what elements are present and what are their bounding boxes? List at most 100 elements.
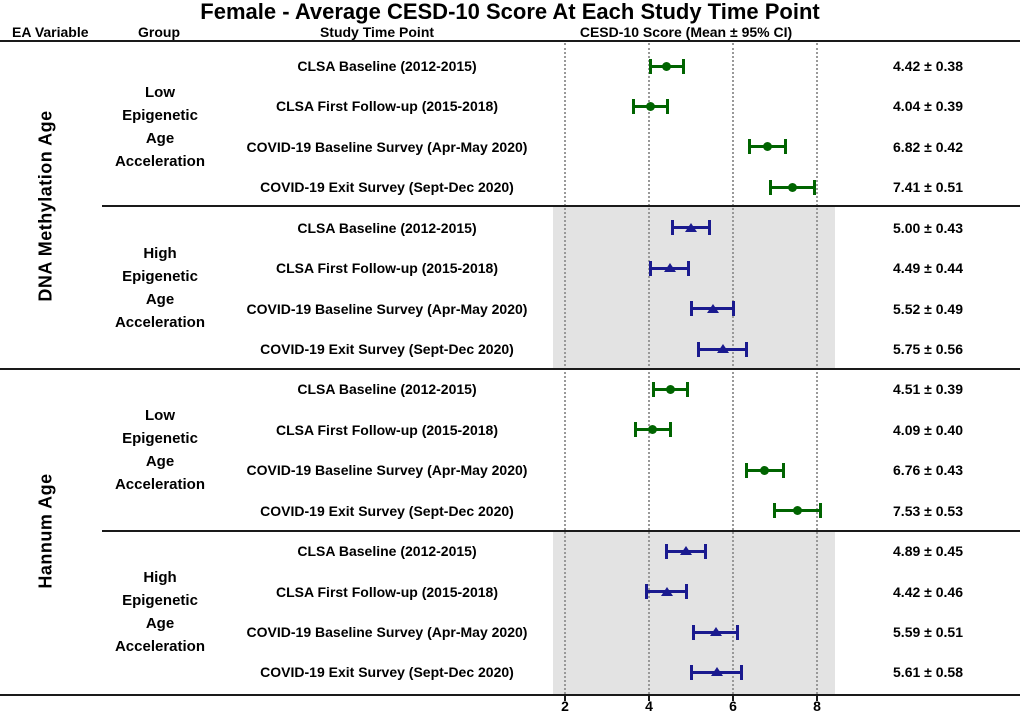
score-value: 6.76 ± 0.43 [893, 462, 963, 478]
time-point-label: COVID-19 Exit Survey (Sept-Dec 2020) [260, 503, 514, 519]
error-bar-cap [668, 422, 672, 438]
time-point-label: COVID-19 Baseline Survey (Apr-May 2020) [246, 624, 528, 640]
mean-marker-circle [787, 182, 797, 192]
error-bar-cap [784, 139, 788, 155]
error-bar-cap [687, 260, 691, 276]
time-point-label: CLSA Baseline (2012-2015) [297, 381, 477, 397]
error-bar-cap [690, 664, 694, 680]
time-point-label: CLSA Baseline (2012-2015) [297, 543, 477, 559]
mean-marker-triangle [685, 222, 697, 232]
error-bar-cap [812, 179, 816, 195]
score-value: 7.53 ± 0.53 [893, 503, 963, 519]
error-bar-cap [818, 503, 822, 519]
group-label-high: High Epigenetic Age Acceleration [114, 245, 206, 331]
score-value: 4.51 ± 0.39 [893, 381, 963, 397]
group-label-high: High Epigenetic Age Acceleration [114, 569, 206, 655]
section-divider-line [0, 368, 1020, 370]
mean-marker-circle [665, 384, 675, 394]
time-point-label: CLSA First Follow-up (2015-2018) [276, 98, 498, 114]
mean-marker-triangle [716, 344, 729, 353]
mean-marker-triangle [680, 546, 693, 556]
mean-marker-triangle [710, 667, 723, 677]
time-point-label: COVID-19 Baseline Survey (Apr-May 2020) [246, 462, 528, 478]
error-bar-cap [681, 58, 685, 74]
error-bar-cap [685, 381, 689, 397]
score-value: 4.04 ± 0.39 [893, 98, 963, 114]
error-bar-cap [665, 543, 669, 559]
error-bar-cap [747, 139, 751, 155]
score-value: 7.41 ± 0.51 [893, 179, 963, 195]
error-bar-cap [666, 98, 670, 114]
mean-marker-triangle [706, 303, 719, 313]
time-point-label: CLSA Baseline (2012-2015) [297, 220, 477, 236]
group-divider-line [102, 205, 1020, 207]
axis-tick [816, 696, 818, 701]
score-value: 5.75 ± 0.56 [893, 341, 963, 357]
column-header-group: Group [138, 24, 180, 40]
score-value: 4.09 ± 0.40 [893, 422, 963, 438]
time-point-label: COVID-19 Exit Survey (Sept-Dec 2020) [260, 664, 514, 680]
header-divider-line [0, 40, 1020, 42]
group-label-low: Low Epigenetic Age Acceleration [114, 407, 206, 493]
score-value: 5.61 ± 0.58 [893, 664, 963, 680]
error-bar-cap [632, 98, 636, 114]
error-bar-cap [652, 381, 656, 397]
mean-marker-triangle [663, 263, 676, 273]
x-axis-line [0, 694, 1020, 696]
high-group-shaded-band [553, 532, 835, 694]
error-bar-cap [645, 584, 649, 600]
error-bar-cap [648, 58, 652, 74]
score-value: 4.89 ± 0.45 [893, 543, 963, 559]
error-bar-cap [692, 624, 696, 640]
error-bar-cap [773, 503, 776, 519]
error-bar-cap [649, 260, 653, 276]
axis-tick [732, 696, 734, 701]
mean-marker-triangle [660, 586, 673, 596]
axis-tick-label: 2 [561, 698, 569, 714]
time-point-label: COVID-19 Baseline Survey (Apr-May 2020) [246, 301, 528, 317]
time-point-label: COVID-19 Baseline Survey (Apr-May 2020) [246, 139, 528, 155]
mean-marker-circle [762, 142, 772, 152]
score-value: 5.00 ± 0.43 [893, 220, 963, 236]
error-bar-cap [690, 301, 694, 317]
error-bar-cap [745, 341, 748, 357]
error-bar-cap [696, 341, 700, 357]
error-bar-cap [736, 624, 740, 640]
axis-tick [564, 696, 566, 701]
axis-tick-label: 4 [645, 698, 653, 714]
group-label-low: Low Epigenetic Age Acceleration [114, 84, 206, 170]
score-value: 5.59 ± 0.51 [893, 624, 963, 640]
column-header-ea-variable: EA Variable [12, 24, 89, 40]
score-value: 4.42 ± 0.46 [893, 584, 963, 600]
column-header-time-point: Study Time Point [319, 24, 435, 40]
error-bar-cap [704, 543, 708, 559]
score-value: 4.49 ± 0.44 [893, 260, 963, 276]
error-bar-cap [684, 584, 688, 600]
mean-marker-circle [662, 61, 672, 71]
group-divider-line [102, 530, 1020, 532]
error-bar-cap [633, 422, 637, 438]
error-bar-cap [670, 220, 674, 236]
error-bar-cap [781, 462, 785, 478]
error-bar-cap [739, 664, 743, 680]
mean-marker-circle [648, 425, 658, 435]
error-bar-cap [768, 179, 772, 195]
error-bar-cap [708, 220, 712, 236]
time-point-label: COVID-19 Exit Survey (Sept-Dec 2020) [260, 341, 514, 357]
score-value: 6.82 ± 0.42 [893, 139, 963, 155]
time-point-label: CLSA Baseline (2012-2015) [297, 58, 477, 74]
time-point-label: COVID-19 Exit Survey (Sept-Dec 2020) [260, 179, 514, 195]
axis-tick-label: 8 [813, 698, 821, 714]
mean-marker-circle [760, 465, 770, 475]
mean-marker-triangle [709, 627, 722, 637]
time-point-label: CLSA First Follow-up (2015-2018) [276, 584, 498, 600]
score-value: 4.42 ± 0.38 [893, 58, 963, 74]
high-group-shaded-band [553, 207, 835, 368]
score-value: 5.52 ± 0.49 [893, 301, 963, 317]
time-point-label: CLSA First Follow-up (2015-2018) [276, 422, 498, 438]
column-header-score: CESD-10 Score (Mean ± 95% CI) [579, 24, 793, 40]
time-point-label: CLSA First Follow-up (2015-2018) [276, 260, 498, 276]
error-bar-cap [744, 462, 748, 478]
